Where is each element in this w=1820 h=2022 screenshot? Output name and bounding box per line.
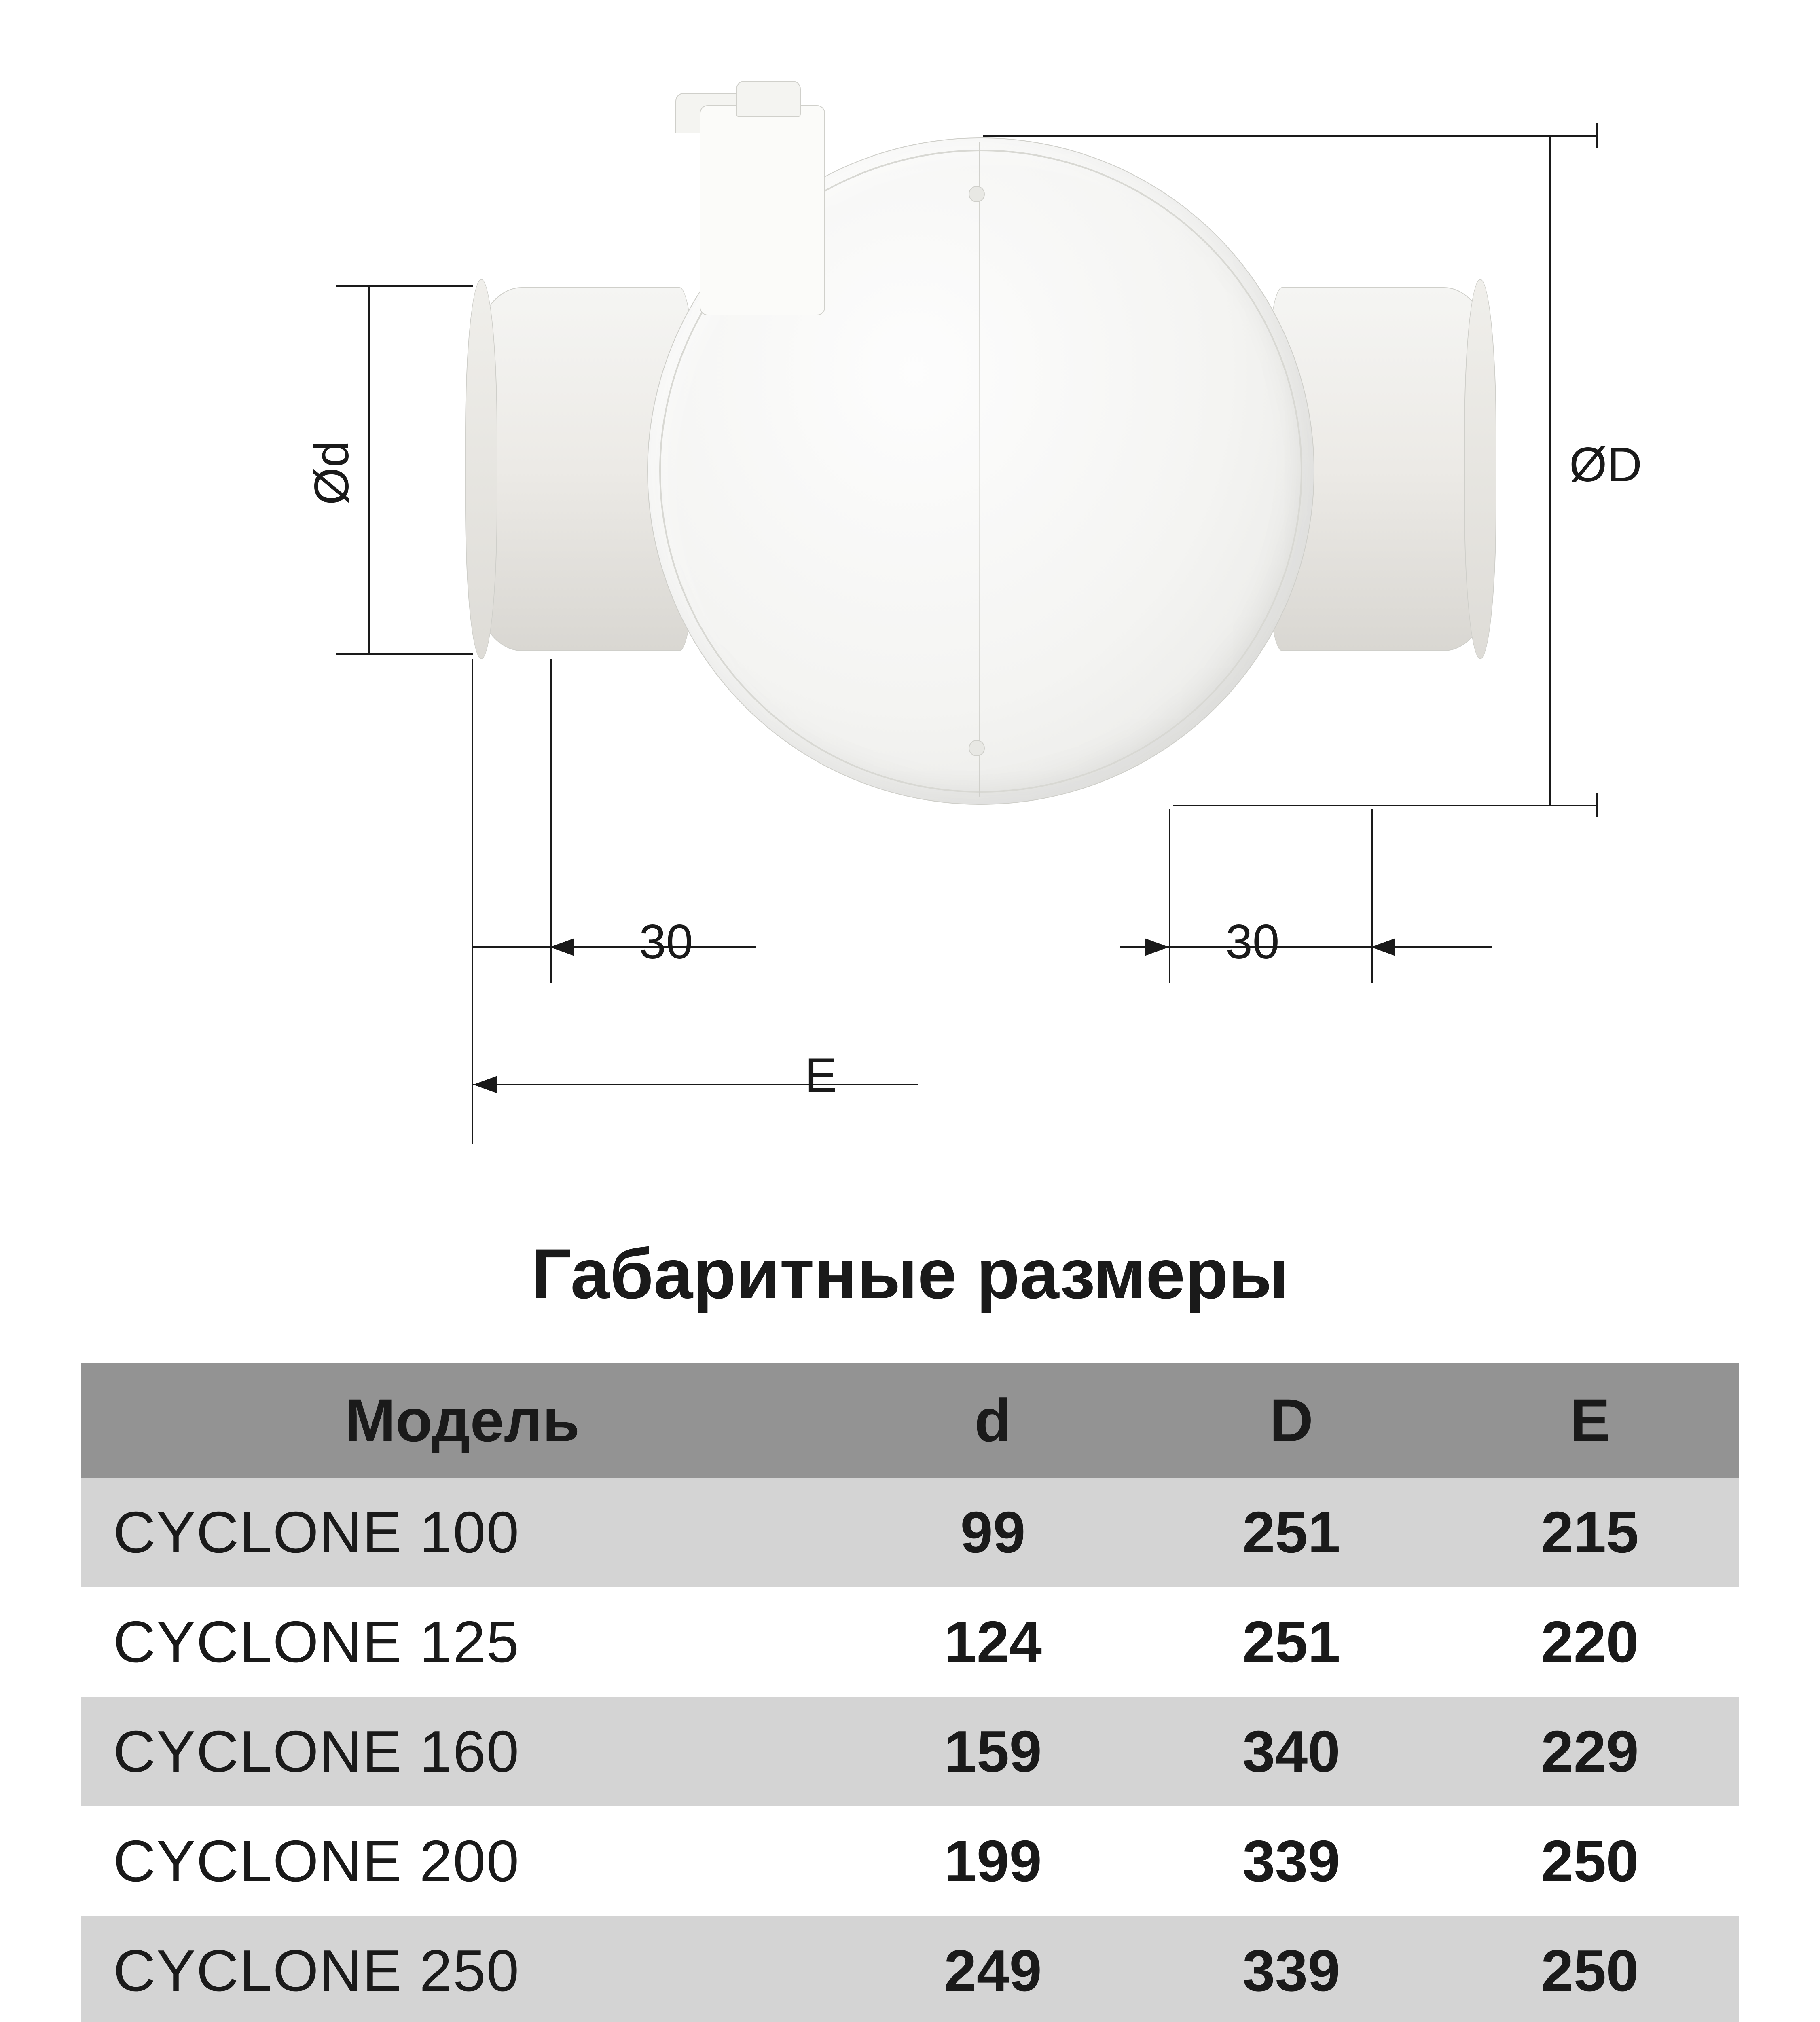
cell-model: CYCLONE 160 [81,1697,844,1806]
cell-d: 159 [844,1697,1142,1806]
arrow-left-icon [550,938,574,956]
rivet-icon [969,186,985,202]
dim-extension-30r-right [1371,809,1373,983]
cell-D: 251 [1142,1478,1441,1587]
cell-d: 249 [844,1916,1142,2022]
table-row: CYCLONE 250 249 339 250 [81,1916,1739,2022]
cell-D: 340 [1142,1697,1441,1806]
table-row: CYCLONE 125 124 251 220 [81,1587,1739,1697]
fan-body-split [979,142,980,797]
cell-model: CYCLONE 200 [81,1806,844,1916]
rivet-icon [969,740,985,756]
dim-tick [1596,123,1598,148]
dim-line-30-right [1120,946,1492,948]
dim-tick [1596,793,1598,817]
dim-extension-30l-right [550,659,552,983]
cell-E: 229 [1441,1697,1739,1806]
cell-E: 250 [1441,1916,1739,2022]
cell-d: 124 [844,1587,1142,1697]
cell-E: 220 [1441,1587,1739,1697]
cell-d: 99 [844,1478,1142,1587]
dim-label-D: ØD [1569,437,1642,493]
dim-extension-E-left [472,659,473,1144]
junction-box [700,105,825,315]
dim-extension-d-bot [336,653,473,655]
dimension-diagram: ØD Ød 30 30 E [222,81,1598,1153]
section-title: Габаритные размеры [81,1233,1739,1315]
dimensions-table: Модель d D E CYCLONE 100 99 251 215 CYCL… [81,1363,1739,2022]
cell-d: 199 [844,1806,1142,1916]
fan-port-right-flange [1464,279,1496,659]
fan-port-left-flange [465,279,497,659]
dim-extension-top [983,135,1598,137]
page: ØD Ød 30 30 E Габаритные размеры [0,0,1820,2022]
dim-line-d [368,285,370,655]
col-header-D: D [1142,1363,1441,1478]
cell-D: 251 [1142,1587,1441,1697]
table-row: CYCLONE 160 159 340 229 [81,1697,1739,1806]
arrow-left-icon [1371,938,1395,956]
dim-label-30-right: 30 [1225,914,1279,970]
arrow-right-icon [1145,938,1169,956]
arrow-left-icon [473,1076,497,1093]
cell-D: 339 [1142,1806,1441,1916]
dim-extension-30r-left [1169,809,1170,983]
cell-model: CYCLONE 250 [81,1916,844,2022]
cell-model: CYCLONE 125 [81,1587,844,1697]
dim-label-d: Ød [304,440,360,505]
table-header-row: Модель d D E [81,1363,1739,1478]
table-row: CYCLONE 100 99 251 215 [81,1478,1739,1587]
cell-D: 339 [1142,1916,1441,2022]
cell-E: 250 [1441,1806,1739,1916]
col-header-E: E [1441,1363,1739,1478]
junction-box-cap [736,81,801,117]
dim-extension-bottom [1173,805,1598,806]
dim-line-30-left [473,946,756,948]
dim-extension-d-top [336,285,473,287]
cell-model: CYCLONE 100 [81,1478,844,1587]
dim-label-30-left: 30 [639,914,693,970]
col-header-d: d [844,1363,1142,1478]
table-body: CYCLONE 100 99 251 215 CYCLONE 125 124 2… [81,1478,1739,2022]
dim-label-E: E [805,1047,837,1103]
col-header-model: Модель [81,1363,844,1478]
dim-line-E [473,1084,918,1085]
cell-E: 215 [1441,1478,1739,1587]
dim-line-D [1549,135,1551,805]
table-row: CYCLONE 200 199 339 250 [81,1806,1739,1916]
